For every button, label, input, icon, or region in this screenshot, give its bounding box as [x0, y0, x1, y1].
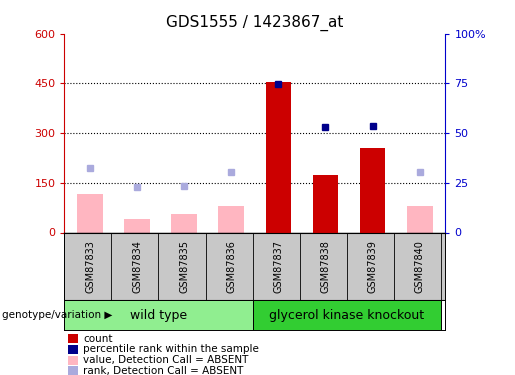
Title: GDS1555 / 1423867_at: GDS1555 / 1423867_at — [166, 15, 344, 31]
Bar — [68, 345, 78, 354]
Bar — [359, 148, 386, 232]
Text: count: count — [83, 334, 113, 344]
Bar — [68, 356, 78, 364]
Bar — [218, 206, 244, 232]
Bar — [313, 174, 338, 232]
Text: GSM87839: GSM87839 — [368, 240, 377, 292]
Text: wild type: wild type — [130, 309, 187, 321]
Bar — [171, 214, 197, 232]
Text: percentile rank within the sample: percentile rank within the sample — [83, 344, 260, 354]
Bar — [77, 194, 103, 232]
Text: GSM87840: GSM87840 — [415, 240, 424, 292]
Text: GSM87837: GSM87837 — [273, 240, 283, 293]
Bar — [64, 300, 252, 330]
Bar — [68, 334, 78, 343]
Text: genotype/variation ▶: genotype/variation ▶ — [2, 310, 112, 320]
Bar — [407, 206, 433, 232]
Bar — [266, 82, 291, 232]
Text: GSM87834: GSM87834 — [132, 240, 142, 292]
Text: GSM87833: GSM87833 — [85, 240, 95, 292]
Text: glycerol kinase knockout: glycerol kinase knockout — [269, 309, 424, 321]
Bar — [68, 366, 78, 375]
Text: GSM87838: GSM87838 — [320, 240, 331, 292]
Bar — [252, 300, 441, 330]
Bar — [124, 219, 150, 232]
Text: GSM87835: GSM87835 — [179, 240, 190, 293]
Text: GSM87836: GSM87836 — [227, 240, 236, 292]
Text: rank, Detection Call = ABSENT: rank, Detection Call = ABSENT — [83, 366, 244, 375]
Text: value, Detection Call = ABSENT: value, Detection Call = ABSENT — [83, 355, 249, 365]
